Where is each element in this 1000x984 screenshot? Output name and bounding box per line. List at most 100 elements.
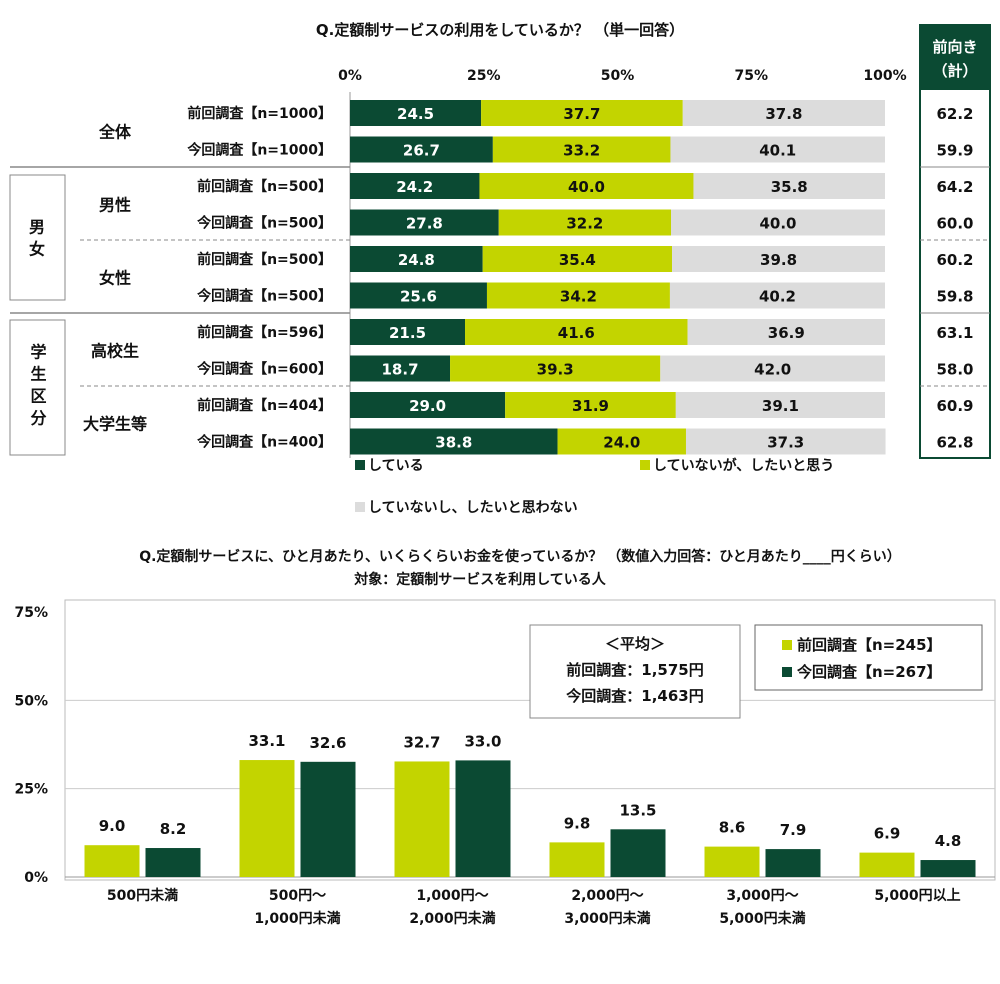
data-label: 39.8 [760,251,797,269]
bar [920,860,976,877]
bar-segment [671,209,885,236]
data-label: 32.6 [309,734,346,752]
bar-segment [486,282,670,309]
data-label: 8.6 [719,819,746,837]
data-label: 32.2 [566,215,603,233]
legend-swatch [355,460,365,470]
bar-segment [693,173,885,199]
data-label: 38.8 [435,434,472,452]
data-label: 34.2 [560,288,597,306]
bar-segment [687,319,885,345]
total-value: 63.1 [936,324,973,342]
bar-segment [482,246,673,272]
category-label: 2,000円～ [571,888,643,904]
bar-segment [350,392,506,418]
data-label: 40.0 [568,178,605,196]
data-label: 18.7 [382,361,419,379]
row-label: 今回調査【n=500】 [196,288,332,305]
row-label: 前回調査【n=404】 [197,397,332,414]
bar [455,760,511,877]
data-label: 4.8 [935,832,962,850]
total-value: 62.8 [936,434,973,452]
bar [394,761,450,877]
data-label: 37.7 [563,105,600,123]
x-tick-label: 50% [601,68,635,84]
row-label: 前回調査【n=1000】 [187,105,332,122]
bar-segment [350,209,499,236]
row-label: 今回調査【n=500】 [196,215,332,232]
row-label: 今回調査【n=1000】 [186,142,332,159]
legend-label: 前回調査【n=245】 [797,636,942,654]
data-label: 24.8 [398,251,435,269]
subgroup-label: 全体 [98,122,132,141]
category-label: 500円～ [269,888,326,904]
bar-segment [350,136,493,163]
total-value: 62.2 [936,105,973,123]
bar [549,842,605,877]
x-tick-label: 25% [467,68,501,84]
legend-swatch [782,640,792,650]
data-label: 25.6 [400,288,437,306]
data-label: 24.5 [397,105,434,123]
data-label: 6.9 [874,825,901,843]
data-label: 33.1 [248,732,285,750]
row-label: 前回調査【n=500】 [197,251,332,268]
bar-segment [505,392,676,418]
bar-segment [557,428,686,455]
total-value: 60.0 [936,215,973,233]
category-label: 1,000円未満 [254,910,340,927]
x-tick-label: 75% [734,68,768,84]
data-label: 40.1 [759,142,796,160]
bar [859,852,915,877]
bar-segment [350,282,487,309]
bar [765,849,821,877]
bar-segment [350,246,483,272]
total-value: 64.2 [936,178,973,196]
legend-label: している [368,458,424,474]
data-label: 37.8 [765,105,802,123]
legend-swatch [355,502,365,512]
total-value: 59.9 [936,142,973,160]
data-label: 37.3 [767,434,804,452]
total-header: （計） [932,62,977,80]
data-label: 41.6 [558,324,595,342]
data-label: 33.2 [563,142,600,160]
average-text: 今回調査：1,463円 [565,687,703,705]
group-box [9,319,66,456]
legend-label: していないが、したいと思う [653,457,834,474]
data-label: 40.0 [759,215,796,233]
category-label: 3,000円～ [726,888,798,904]
legend-swatch [640,460,650,470]
x-tick-label: 100% [863,68,906,84]
legend-label: していないし、したいと思わない [368,500,578,516]
bar-segment [350,319,466,345]
chart1-title: Q.定額制サービスの利用をしているか？ （単一回答） [316,21,684,39]
group-label: 学生区分 [28,343,47,432]
bar [610,829,666,877]
bar-segment [675,392,885,418]
data-label: 40.2 [759,288,796,306]
bar-segment [350,355,451,382]
total-value: 60.9 [936,397,973,415]
bar-segment [450,355,661,382]
bar-segment [465,319,688,345]
data-label: 7.9 [780,821,807,839]
bar [145,848,201,877]
category-label: 5,000円以上 [874,888,960,904]
data-label: 26.7 [403,142,440,160]
bar [300,761,356,877]
bar [704,846,760,877]
total-value: 59.8 [936,288,973,306]
bar-segment [669,282,885,309]
data-label: 32.7 [403,733,440,751]
average-text: 前回調査：1,575円 [566,661,703,679]
category-label: 500円未満 [107,887,178,904]
bar-segment [498,209,671,236]
bar [84,845,140,877]
average-text: ＜平均＞ [605,635,665,653]
row-label: 前回調査【n=596】 [197,324,332,341]
total-value: 58.0 [936,361,973,379]
data-label: 9.8 [564,814,591,832]
data-label: 39.3 [537,361,574,379]
y-tick-label: 0% [24,870,48,886]
